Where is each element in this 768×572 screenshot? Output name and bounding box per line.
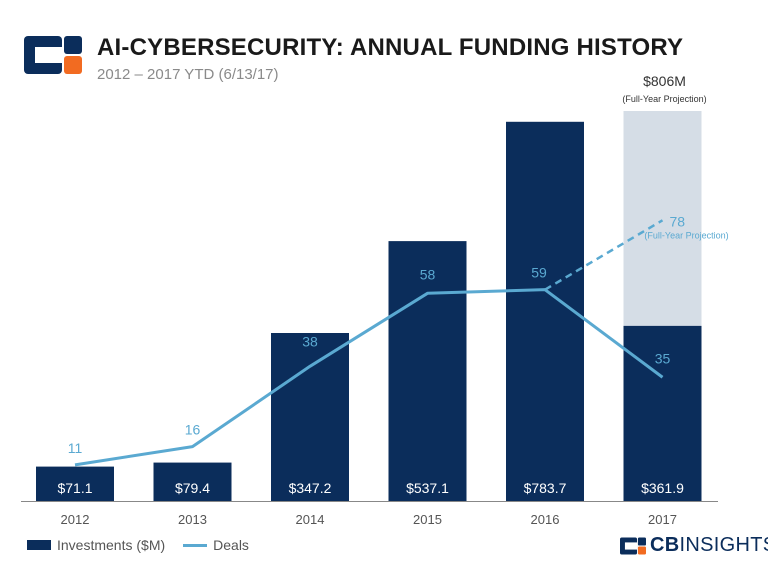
bar-label-2012: $71.1 — [57, 480, 92, 496]
brand-name-bold: CB — [650, 534, 680, 556]
chart-subtitle: 2012 – 2017 YTD (6/13/17) — [97, 66, 279, 83]
deal-label-2016: 59 — [531, 265, 547, 281]
bar-label-2014: $347.2 — [289, 480, 332, 496]
legend: Investments ($M) Deals — [27, 537, 249, 553]
investment-projection-note: (Full-Year Projection) — [622, 94, 706, 104]
brand-name: CBINSIGHTS — [650, 534, 768, 557]
legend-swatch-deals — [183, 543, 208, 547]
bar-2013 — [153, 462, 232, 501]
x-tick-2013: 2013 — [178, 512, 207, 527]
brand: CBINSIGHTS — [620, 534, 768, 557]
investment-projection-value: $806M — [643, 73, 686, 89]
deals-line — [74, 288, 664, 467]
deals-projection-line — [544, 219, 664, 291]
x-tick-2014: 2014 — [296, 512, 325, 527]
bar-label-2013: $79.4 — [175, 480, 210, 496]
bar-2014 — [271, 333, 349, 501]
deal-label-2015: 58 — [420, 266, 436, 282]
deal-projection-value: 78 — [670, 213, 686, 229]
brand-name-regular: INSIGHTS — [679, 534, 768, 556]
deal-label-2017: 35 — [655, 350, 671, 366]
bar-label-2015: $537.1 — [406, 480, 449, 496]
bar-2017 — [623, 325, 702, 501]
bar-2015 — [388, 241, 467, 501]
deal-label-2013: 16 — [185, 422, 201, 438]
x-tick-2012: 2012 — [61, 512, 90, 527]
deal-projection-note: (Full-Year Projection) — [644, 230, 728, 240]
bar-label-2016: $783.7 — [524, 480, 567, 496]
bar-2012 — [36, 466, 114, 501]
brand-logo-icon — [620, 536, 646, 555]
deal-label-2012: 11 — [68, 440, 83, 456]
bar-2016 — [506, 121, 584, 502]
x-tick-2016: 2016 — [531, 512, 560, 527]
cb-insights-logo — [24, 36, 82, 74]
chart-title: AI-CYBERSECURITY: ANNUAL FUNDING HISTORY — [97, 34, 684, 61]
deal-label-2014: 38 — [302, 333, 318, 349]
bar-label-2017: $361.9 — [641, 480, 684, 496]
legend-label-investments: Investments ($M) — [57, 537, 166, 553]
legend-label-deals: Deals — [213, 537, 249, 553]
x-tick-2017: 2017 — [648, 512, 677, 527]
legend-swatch-investments — [27, 540, 51, 550]
x-tick-2015: 2015 — [413, 512, 442, 527]
